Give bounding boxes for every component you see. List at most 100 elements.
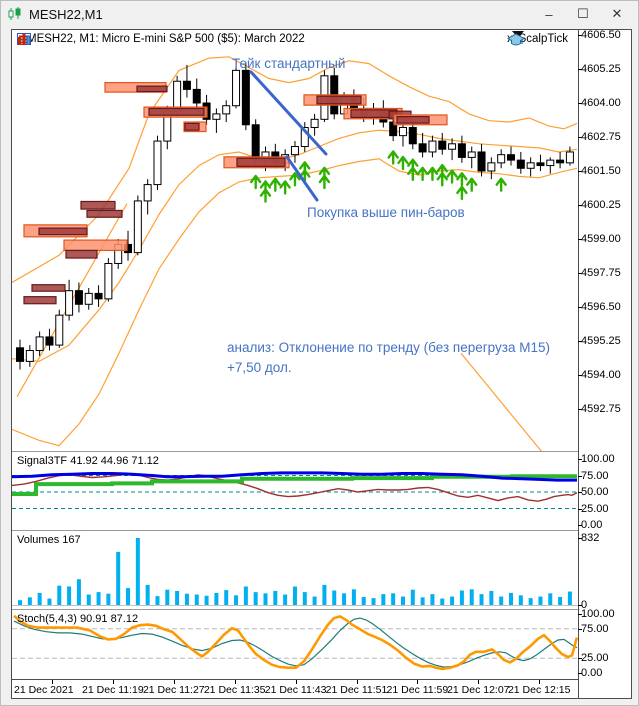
scale-tick-mark (578, 629, 582, 630)
zone-dark (396, 115, 430, 124)
time-tick-mark (539, 680, 541, 684)
volume-bar (224, 590, 229, 605)
annotation-analysis-line2: +7,50 дол. (227, 360, 292, 375)
symbol-description: MESH22, M1: Micro E-mini S&P 500 ($5): M… (27, 33, 305, 45)
scale-tick-label: 4595.25 (581, 335, 621, 347)
price-scale[interactable]: 4606.50 4605.25 4604.00 4602.75 4601.50 4600.… (578, 29, 631, 698)
volumes-panel[interactable]: Volumes 167 (12, 532, 578, 609)
volume-bar (135, 538, 140, 605)
main-chart-panel[interactable]: MESH22, M1: Micro E-mini S&P 500 ($5): M… (12, 30, 578, 451)
time-tick-mark (234, 680, 236, 684)
volume-bar (469, 589, 474, 605)
zone-dark (136, 85, 168, 93)
scale-tick-label: 832 (581, 532, 600, 544)
scale-tick-label: 25.00 (581, 503, 609, 515)
time-axis-label: 21 Dec 11:59 (386, 684, 449, 696)
scale-tick-mark (578, 341, 582, 342)
volume-bar (430, 594, 435, 605)
time-axis[interactable]: 21 Dec 2021 21 Dec 11:19 21 Dec 11:27 21 De… (12, 679, 578, 698)
stochastic-plot[interactable] (12, 611, 578, 677)
volume-bar (361, 596, 366, 605)
window-title: MESH22,M1 (29, 6, 103, 22)
scale-tick-mark (578, 273, 582, 274)
volume-bar (371, 598, 376, 605)
scale-tick-label: 4604.00 (581, 97, 621, 109)
volume-bar (86, 594, 91, 605)
buy-arrow-icon (466, 177, 478, 192)
buy-arrow-icon (397, 155, 409, 171)
candlestick-plot[interactable] (12, 30, 578, 451)
annotation-take-profit[interactable]: Тейк стандартный (232, 56, 346, 71)
volume-bar (96, 592, 101, 605)
maximize-button[interactable]: ☐ (577, 6, 589, 21)
panel-divider[interactable] (12, 451, 578, 453)
time-tick-mark (112, 680, 114, 684)
signal3tf-panel[interactable]: Signal3TF 41.92 44.96 71.12 (12, 453, 578, 530)
scale-tick-mark (578, 538, 582, 539)
volume-bar (420, 597, 425, 605)
indicator-name: Signal3TF (17, 455, 68, 467)
volume-bar (253, 592, 258, 605)
scale-tick-mark (578, 459, 582, 460)
plots-area: MESH22, M1: Micro E-mini S&P 500 ($5): M… (12, 30, 578, 698)
volume-bar (410, 589, 415, 605)
annotation-buy-above-pinbars[interactable]: Покупка выше пин-баров (307, 205, 465, 220)
annotation-analysis[interactable]: анализ: Отклонение по тренду (без перегр… (227, 338, 550, 378)
time-axis-label: 21 Dec 11:35 (203, 684, 266, 696)
signal3tf-label: Signal3TF 41.92 44.96 71.12 (17, 455, 159, 467)
volume-bar (175, 590, 180, 605)
scale-tick-label: 100.00 (581, 453, 615, 465)
scale-tick-label: 4592.75 (581, 403, 621, 415)
scale-tick-mark (578, 509, 582, 510)
buy-arrow-icon (259, 188, 272, 203)
volume-bar (204, 595, 209, 605)
scale-tick-mark (578, 307, 582, 308)
volume-bar (165, 589, 170, 605)
time-marker-triangle (512, 31, 524, 38)
volume-bar (47, 598, 52, 605)
stoch-signal-line (13, 617, 578, 668)
chart-header: MESH22, M1: Micro E-mini S&P 500 ($5): M… (17, 33, 305, 45)
time-axis-label: 21 Dec 11:43 (264, 684, 327, 696)
candles-group (16, 62, 574, 370)
scale-tick-label: 0.00 (581, 519, 603, 531)
chart-frame: MESH22, M1: Micro E-mini S&P 500 ($5): M… (11, 29, 632, 699)
scale-tick-mark (578, 35, 582, 36)
volume-bar (391, 593, 396, 605)
band-fragment-1 (460, 352, 542, 451)
volume-bar (479, 594, 484, 605)
zone-dark (23, 296, 57, 305)
band-middle-line (12, 129, 578, 363)
scale-tick-label: 4606.50 (581, 29, 621, 41)
buy-arrow-icon (436, 172, 448, 187)
scale-tick-label: 4605.25 (581, 63, 621, 75)
scale-tick-label: 4602.75 (581, 131, 621, 143)
annotation-analysis-line1: анализ: Отклонение по тренду (без перегр… (227, 340, 550, 355)
stochastic-label: Stoch(5,4,3) 90.91 87.12 (17, 613, 138, 625)
volume-bar (322, 584, 327, 605)
volume-bar (459, 590, 464, 605)
time-tick-mark (295, 680, 297, 684)
volume-bar (184, 593, 189, 605)
buy-arrow-icon (269, 177, 282, 192)
scale-tick-mark (578, 492, 582, 493)
scale-tick-label: 4594.00 (581, 369, 621, 381)
close-button[interactable]: ✕ (611, 6, 623, 21)
scale-tick-mark (578, 239, 582, 240)
buy-arrow-icon (426, 166, 439, 182)
indicator-values: 167 (62, 534, 81, 546)
stochastic-panel[interactable]: Stoch(5,4,3) 90.91 87.12 (12, 611, 578, 677)
zone-dark (86, 209, 123, 218)
signal3tf-plot[interactable] (12, 453, 578, 530)
volume-bar (567, 591, 572, 605)
panel-divider[interactable] (12, 530, 578, 532)
buy-arrow-icon (249, 174, 262, 190)
buy-arrow-icon (407, 166, 419, 182)
panel-divider[interactable] (12, 609, 578, 611)
zone-dark (316, 95, 362, 105)
zone-dark (80, 200, 116, 210)
minimize-button[interactable]: – (545, 6, 553, 22)
volumes-plot[interactable] (12, 532, 578, 609)
buy-arrow-icon (279, 180, 291, 195)
